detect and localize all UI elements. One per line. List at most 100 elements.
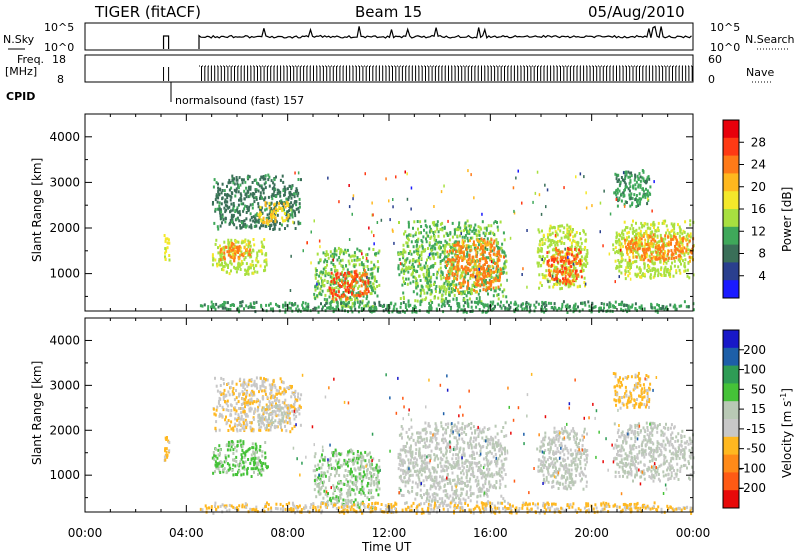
- scatter-cell: [221, 257, 224, 261]
- scatter-cell: [632, 240, 635, 244]
- scatter-cell: [453, 247, 456, 251]
- scatter-cell: [449, 283, 452, 287]
- scatter-cell: [479, 259, 482, 263]
- scatter-cell: [624, 200, 627, 204]
- scatter-cell: [554, 306, 557, 310]
- scatter-cell: [226, 184, 228, 188]
- scatter-cell: [498, 279, 501, 283]
- scatter-cell: [545, 205, 547, 209]
- scatter-cell: [247, 458, 250, 461]
- scatter-cell: [297, 206, 300, 210]
- scatter-cell: [278, 403, 281, 407]
- y-tick-label: 2000: [49, 221, 80, 235]
- scatter-cell: [669, 303, 672, 307]
- scatter-cell: [440, 277, 443, 281]
- scatter-cell: [233, 177, 236, 181]
- scatter-cell: [444, 244, 447, 248]
- scatter-cell: [642, 258, 645, 262]
- scatter-cell: [429, 257, 432, 261]
- scatter-cell: [674, 250, 677, 254]
- scatter-cell: [566, 229, 569, 233]
- scatter-cell: [577, 273, 580, 277]
- scatter-cell: [638, 305, 641, 309]
- scatter-cell: [492, 276, 495, 280]
- scatter-cell: [243, 189, 246, 193]
- scatter-cell: [319, 245, 321, 249]
- scatter-cell: [452, 263, 455, 267]
- scatter-cell: [636, 308, 638, 312]
- scatter-cell: [681, 247, 683, 251]
- scatter-cell: [338, 284, 341, 288]
- scatter-cell: [268, 219, 271, 223]
- scatter-cell: [364, 284, 367, 288]
- scatter-cell: [404, 282, 406, 285]
- scatter-cell: [363, 282, 366, 286]
- scatter-cell: [324, 253, 327, 257]
- scatter-cell: [370, 307, 373, 311]
- scatter-cell: [249, 244, 252, 248]
- scatter-cell: [248, 175, 251, 179]
- scatter-cell: [482, 275, 485, 279]
- scatter-cell: [498, 253, 501, 257]
- scatter-cell: [250, 251, 253, 255]
- scatter-cell: [321, 280, 324, 284]
- scatter-cell: [285, 217, 288, 221]
- scatter-cell: [236, 216, 239, 220]
- scatter-cell: [477, 243, 480, 247]
- scatter-cell: [231, 179, 234, 183]
- scatter-cell: [410, 240, 413, 244]
- scatter-cell: [228, 467, 231, 471]
- scatter-cell: [671, 253, 673, 257]
- scatter-cell: [428, 243, 431, 247]
- scatter-cell: [650, 239, 653, 243]
- scatter-cell: [631, 238, 633, 242]
- scatter-cell: [573, 257, 576, 261]
- scatter-cell: [551, 239, 554, 242]
- scatter-cell: [419, 294, 422, 298]
- scatter-cell: [223, 303, 226, 307]
- scatter-cell: [492, 307, 495, 311]
- scatter-cell: [550, 276, 553, 280]
- scatter-cell: [251, 446, 254, 450]
- scatter-cell: [280, 380, 283, 384]
- scatter-cell: [627, 230, 630, 234]
- scatter-cell: [569, 233, 571, 237]
- scatter-cell: [460, 285, 463, 289]
- scatter-cell: [231, 218, 234, 222]
- scatter-cell: [657, 250, 660, 254]
- scatter-cell: [366, 259, 369, 263]
- freq-unit-label: [MHz]: [5, 65, 37, 78]
- scatter-cell: [559, 239, 561, 243]
- scatter-cell: [224, 217, 227, 221]
- scatter-cell: [552, 258, 555, 262]
- scatter-cell: [635, 255, 638, 259]
- scatter-cell: [265, 217, 268, 220]
- scatter-cell: [292, 193, 294, 197]
- scatter-cell: [399, 297, 402, 300]
- scatter-cell: [634, 307, 637, 311]
- scatter-cell: [254, 461, 256, 465]
- scatter-cell: [440, 299, 443, 303]
- scatter-cell: [505, 295, 508, 299]
- scatter-cell: [649, 185, 652, 189]
- scatter-cell: [634, 175, 637, 179]
- scatter-cell: [318, 274, 321, 278]
- scatter-cell: [248, 252, 251, 256]
- scatter-cell: [373, 234, 375, 238]
- scatter-cell: [483, 240, 486, 244]
- scatter-cell: [245, 192, 248, 196]
- scatter-cell: [375, 280, 378, 283]
- scatter-cell: [420, 231, 422, 235]
- scatter-cell: [219, 460, 222, 464]
- scatter-cell: [301, 303, 304, 307]
- scatter-cell: [599, 201, 602, 205]
- scatter-cell: [345, 304, 348, 308]
- scatter-cell: [445, 260, 448, 264]
- scatter-cell: [407, 277, 410, 281]
- scatter-cell: [214, 242, 217, 246]
- scatter-cell: [326, 301, 329, 305]
- scatter-cell: [441, 285, 444, 289]
- scatter-cell: [456, 241, 459, 245]
- scatter-cell: [548, 279, 551, 283]
- scatter-cell: [585, 252, 588, 256]
